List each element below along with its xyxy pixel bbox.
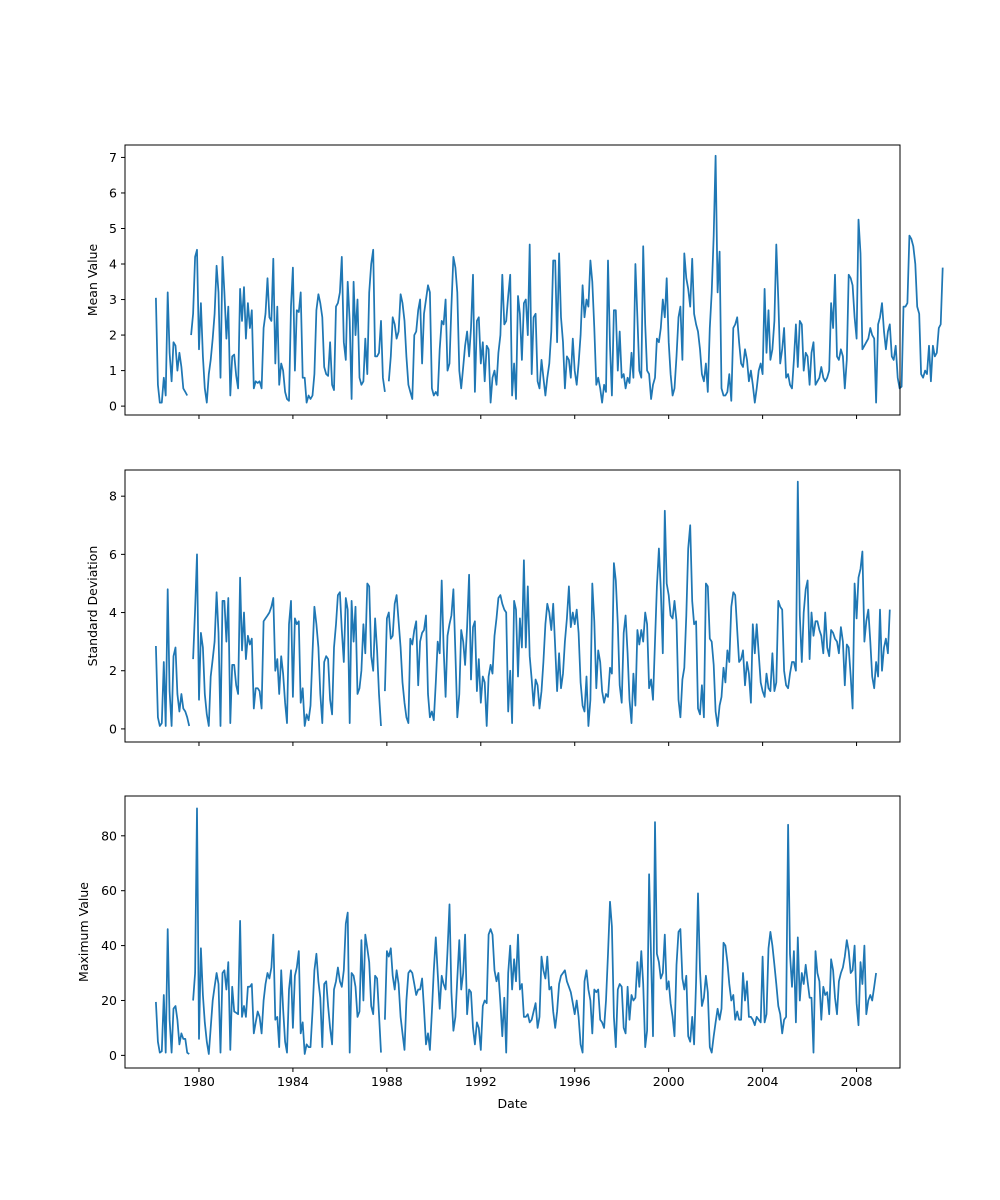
y-tick-label: 8: [109, 489, 117, 504]
y-axis-label: Standard Deviation: [85, 546, 100, 667]
x-tick-label: 1980: [183, 1074, 215, 1089]
panel-1: 0 1 2 3 4 5 6 7 Mean Value: [85, 144, 944, 419]
y-tick-label: 2: [109, 663, 117, 678]
y-tick-label: 2: [109, 328, 117, 343]
y-tick-label: 80: [101, 828, 117, 843]
panel-2: 0 2 4 6 8 Standard Deviation: [85, 469, 901, 746]
x-tick-label: 2000: [653, 1074, 685, 1089]
x-tick-label: 1988: [371, 1074, 403, 1089]
y-tick-label: 6: [109, 547, 117, 562]
y-axis-label: Mean Value: [85, 244, 100, 317]
x-tick-label: 2004: [747, 1074, 779, 1089]
x-axis-label: Date: [498, 1096, 528, 1111]
series-line-panel-2: [155, 480, 891, 727]
y-tick-label: 0: [109, 1048, 117, 1063]
series-line-panel-1: [155, 154, 944, 404]
x-tick-label: 2008: [841, 1074, 873, 1089]
y-tick-label: 0: [109, 721, 117, 736]
chart-panels: 0 1 2 3 4 5 6 7 Mean Value 0 2 4 6 8 Standard Deviatio…: [76, 144, 944, 1089]
plot-frame: [124, 144, 901, 416]
y-tick-label: 4: [109, 605, 117, 620]
y-tick-label: 6: [109, 185, 117, 200]
y-tick-label: 5: [109, 221, 117, 236]
plot-frame: [124, 795, 901, 1069]
y-axis-label: Maximum Value: [76, 882, 91, 982]
x-tick-label: 1996: [559, 1074, 591, 1089]
y-tick-label: 40: [101, 938, 117, 953]
x-tick-label: 1984: [277, 1074, 309, 1089]
y-tick-label: 0: [109, 399, 117, 414]
plot-frame: [124, 469, 901, 743]
y-tick-label: 20: [101, 993, 117, 1008]
y-tick-label: 1: [109, 363, 117, 378]
x-tick-label: 1992: [465, 1074, 497, 1089]
y-tick-label: 7: [109, 150, 117, 165]
y-tick-label: 4: [109, 257, 117, 272]
panel-3: 0 20 40 60 80 1980 1984 1988 1992 1996 2000 2004 200…: [76, 795, 901, 1089]
y-tick-label: 3: [109, 292, 117, 307]
y-tick-label: 60: [101, 883, 117, 898]
series-line-panel-3: [155, 807, 877, 1055]
